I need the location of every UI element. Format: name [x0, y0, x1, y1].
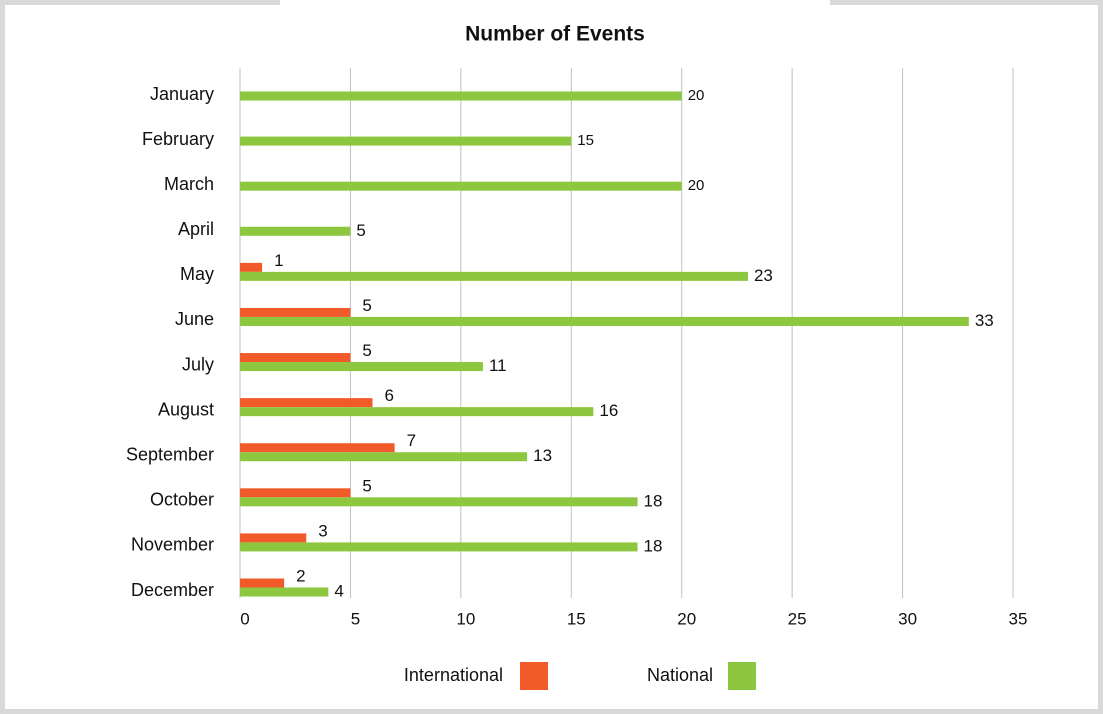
bar [240, 398, 373, 408]
value-label: 4 [334, 581, 343, 600]
x-tick-label: 5 [351, 609, 360, 628]
value-label: 5 [356, 221, 365, 240]
value-label: 2 [296, 566, 305, 585]
legend-swatch [728, 662, 756, 690]
bar [240, 443, 395, 453]
x-tick-label: 0 [240, 609, 249, 628]
chart-title: Number of Events [465, 23, 645, 46]
y-tick-label: July [182, 354, 214, 374]
bar [240, 452, 528, 462]
value-label: 5 [362, 476, 371, 495]
y-tick-label: June [175, 309, 214, 329]
value-label: 33 [975, 311, 994, 330]
bar [240, 262, 263, 272]
x-tick-label: 20 [677, 609, 696, 628]
legend-swatch [520, 662, 548, 690]
bar [240, 136, 572, 146]
bar [240, 353, 351, 363]
value-label: 15 [577, 132, 594, 149]
y-tick-label: November [131, 535, 214, 555]
value-label: 23 [754, 266, 773, 285]
y-tick-label: August [158, 399, 214, 419]
value-label: 20 [688, 177, 705, 194]
y-tick-label: February [142, 129, 214, 149]
bar [240, 533, 307, 543]
value-label: 3 [318, 521, 327, 540]
value-label: 13 [533, 446, 552, 465]
bar [240, 587, 329, 597]
x-tick-label: 10 [456, 609, 475, 628]
value-label: 5 [362, 341, 371, 360]
bar [240, 316, 969, 326]
legend-label: National [647, 665, 713, 685]
y-tick-label: October [150, 490, 214, 510]
bar [240, 91, 682, 101]
x-tick-label: 15 [567, 609, 586, 628]
bar [240, 578, 285, 588]
bar [240, 488, 351, 498]
bar [240, 271, 748, 281]
x-tick-label: 25 [788, 609, 807, 628]
bar [240, 362, 483, 372]
bar [240, 497, 638, 507]
bar [240, 181, 682, 191]
y-tick-label: March [164, 174, 214, 194]
x-tick-label: 35 [1009, 609, 1028, 628]
value-label: 11 [489, 356, 507, 375]
y-tick-label: December [131, 580, 214, 600]
bar [240, 226, 351, 236]
value-label: 16 [599, 401, 618, 420]
value-label: 6 [385, 386, 394, 405]
bar [240, 542, 638, 552]
y-tick-label: May [180, 264, 214, 284]
value-label: 7 [407, 431, 416, 450]
x-tick-label: 30 [898, 609, 917, 628]
value-label: 20 [688, 87, 705, 104]
y-tick-label: September [126, 444, 214, 464]
value-label: 18 [644, 536, 663, 555]
y-tick-label: April [178, 219, 214, 239]
y-tick-label: January [150, 84, 214, 104]
value-label: 1 [274, 251, 283, 270]
bar [240, 407, 594, 417]
legend-label: International [404, 665, 503, 685]
value-label: 18 [644, 491, 663, 510]
value-label: 5 [362, 296, 371, 315]
chart-background-top [280, 0, 830, 5]
chart-background [5, 5, 1098, 709]
bar [240, 307, 351, 317]
